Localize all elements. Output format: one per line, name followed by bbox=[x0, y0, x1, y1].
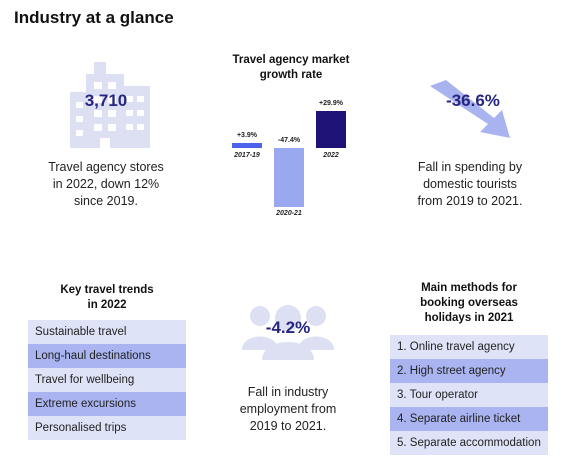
list-item: 3. Tour operator bbox=[390, 383, 548, 407]
people-icon bbox=[242, 305, 334, 360]
bar-2017-19 bbox=[232, 143, 262, 148]
employment-value: -4.2% bbox=[265, 318, 311, 337]
tick-label: 2017-19 bbox=[234, 152, 260, 159]
growth-chart-title: Travel agency market growth rate bbox=[232, 54, 350, 81]
list-item: Long-haul destinations bbox=[28, 344, 186, 368]
bar-2020-21 bbox=[274, 148, 304, 208]
bar-value-label: +29.9% bbox=[319, 99, 343, 107]
building-icon bbox=[70, 62, 150, 148]
stores-caption: Travel agency stores in 2022, down 12% s… bbox=[48, 160, 164, 208]
list-item: Travel for wellbeing bbox=[28, 368, 186, 392]
booking-title: Main methods for booking overseas holida… bbox=[420, 282, 518, 324]
list-item: Extreme excursions bbox=[28, 392, 186, 416]
spending-caption: Fall in spending by domestic tourists fr… bbox=[417, 160, 523, 208]
tick-label: 2022 bbox=[323, 152, 339, 159]
list-item: 1. Online travel agency bbox=[390, 335, 548, 359]
employment-caption: Fall in industry employment from 2019 to… bbox=[239, 385, 337, 433]
stores-value: 3,710 bbox=[84, 91, 128, 110]
list-item: Sustainable travel bbox=[28, 320, 186, 344]
downward-arrow-icon bbox=[430, 80, 510, 138]
page-title: Industry at a glance bbox=[14, 8, 174, 27]
bar-value-label: -47.4% bbox=[277, 137, 301, 144]
booking-list: 1. Online travel agency 2. High street a… bbox=[390, 335, 548, 455]
bar-value-label: +3.9% bbox=[236, 132, 258, 140]
bar-2022 bbox=[316, 110, 346, 148]
tick-label: 2020-21 bbox=[276, 210, 302, 218]
list-item: 5. Separate accommodation bbox=[390, 431, 548, 455]
list-item: 4. Separate airline ticket bbox=[390, 407, 548, 431]
list-item: 2. High street agency bbox=[390, 359, 548, 383]
trends-list: Sustainable travel Long-haul destination… bbox=[28, 320, 186, 440]
spending-value: -36.6% bbox=[446, 91, 500, 110]
list-item: Personalised trips bbox=[28, 416, 186, 440]
trends-title: Key travel trends in 2022 bbox=[60, 284, 154, 311]
